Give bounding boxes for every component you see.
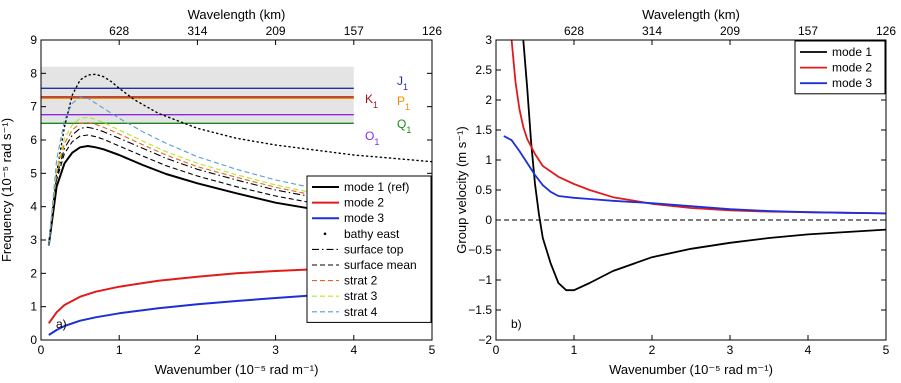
top-axis-label: Wavelength (km) bbox=[642, 7, 740, 22]
tidal-label-j1: J1 bbox=[397, 74, 408, 92]
legend-label: mode 2 bbox=[832, 61, 872, 75]
x-tick-label: 4 bbox=[350, 343, 357, 357]
x-tick-label: 0 bbox=[38, 343, 45, 357]
panel-label: a) bbox=[56, 317, 67, 331]
series-line-surface-mean bbox=[48, 134, 354, 246]
x-tick-label: 3 bbox=[727, 343, 734, 357]
series-line-strat-3 bbox=[48, 116, 354, 246]
y-tick-label: 1.5 bbox=[475, 123, 492, 137]
legend-label: strat 4 bbox=[344, 305, 378, 319]
y-tick-label: 1 bbox=[485, 153, 492, 167]
x-tick-label: 5 bbox=[883, 343, 890, 357]
top-tick-label: 157 bbox=[344, 24, 364, 38]
tidal-label-q1: Q1 bbox=[397, 117, 411, 135]
series-line-mode-2 bbox=[47, 267, 354, 324]
y-tick-label: 7 bbox=[30, 100, 37, 114]
x-axis-label: Wavenumber (10⁻⁵ rad m⁻¹) bbox=[609, 362, 773, 377]
y-tick-label: 2.5 bbox=[475, 63, 492, 77]
y-tick-label: 5 bbox=[30, 166, 37, 180]
y-tick-label: 4 bbox=[30, 200, 37, 214]
y-tick-label: 9 bbox=[30, 33, 37, 47]
top-tick-label: 126 bbox=[876, 24, 896, 38]
y-tick-label: 8 bbox=[30, 66, 37, 80]
y-tick-label: 1 bbox=[30, 300, 37, 314]
series-line-bathy-east bbox=[48, 73, 432, 246]
x-tick-label: 5 bbox=[429, 343, 436, 357]
top-tick-label: 209 bbox=[266, 24, 286, 38]
top-tick-label: 628 bbox=[109, 24, 129, 38]
y-tick-label: −1.5 bbox=[468, 303, 492, 317]
y-tick-label: 2 bbox=[485, 93, 492, 107]
panel-label: b) bbox=[511, 317, 522, 331]
x-tick-label: 1 bbox=[116, 343, 123, 357]
panel-b: 0 1 2 3 4 5 628 314 209 157 126 −2 −1.5 −1 −0.5 0 0.5 1 1.… bbox=[454, 7, 896, 377]
y-tick-label: −0.5 bbox=[468, 243, 492, 257]
x-tick-label: 0 bbox=[493, 343, 500, 357]
x-tick-label: 1 bbox=[571, 343, 578, 357]
legend-label: surface top bbox=[344, 242, 404, 256]
x-tick-label: 2 bbox=[649, 343, 656, 357]
x-axis-label: Wavenumber (10⁻⁵ rad m⁻¹) bbox=[155, 362, 319, 377]
series-line-mode-3 bbox=[503, 135, 886, 215]
x-tick-label: 2 bbox=[194, 343, 201, 357]
top-tick-label: 314 bbox=[187, 24, 207, 38]
legend-label: surface mean bbox=[344, 258, 417, 272]
top-tick-label: 209 bbox=[720, 24, 740, 38]
tidal-label-k1: K1 bbox=[365, 92, 378, 110]
y-tick-label: 2 bbox=[30, 266, 37, 280]
series-line-mode-3 bbox=[48, 292, 354, 336]
series-line-mode-1 bbox=[522, 40, 886, 292]
y-tick-label: 3 bbox=[485, 33, 492, 47]
x-tick-label: 3 bbox=[272, 343, 279, 357]
legend-label: strat 2 bbox=[344, 274, 378, 288]
series-line-strat-2 bbox=[48, 122, 354, 246]
y-tick-label: 0 bbox=[30, 333, 37, 347]
legend-label: mode 2 bbox=[344, 196, 384, 210]
tidal-frequency-band bbox=[41, 66, 354, 124]
legend-label: mode 3 bbox=[344, 211, 384, 225]
y-tick-label: 6 bbox=[30, 133, 37, 147]
legend-label: strat 3 bbox=[344, 289, 378, 303]
top-tick-label: 126 bbox=[422, 24, 442, 38]
legend-label: bathy east bbox=[344, 227, 400, 241]
y-tick-label: 0.5 bbox=[475, 183, 492, 197]
series-line-mode-1-ref- bbox=[47, 145, 354, 246]
x-tick-label: 4 bbox=[805, 343, 812, 357]
legend-label: mode 1 bbox=[832, 45, 872, 59]
tidal-label-o1: O1 bbox=[365, 129, 379, 147]
series-group bbox=[47, 73, 432, 336]
top-tick-label: 628 bbox=[564, 24, 584, 38]
panel-a: 0 1 2 3 4 5 628 314 209 157 126 0 1 2 3 4 5 6 7 8 9 Wavenumbe… bbox=[0, 7, 442, 377]
top-axis-label: Wavelength (km) bbox=[188, 7, 286, 22]
legend-label: mode 3 bbox=[832, 76, 872, 90]
series-line-strat-4 bbox=[48, 96, 432, 246]
series-group bbox=[503, 40, 886, 292]
y-axis-label: Frequency (10⁻⁵ rad s⁻¹) bbox=[0, 118, 14, 262]
plot-frame bbox=[40, 39, 433, 341]
top-tick-label: 314 bbox=[642, 24, 662, 38]
legend-label: mode 1 (ref) bbox=[344, 180, 409, 194]
y-tick-label: −2 bbox=[478, 333, 492, 347]
y-tick-label: 3 bbox=[30, 233, 37, 247]
legend-swatch bbox=[323, 232, 327, 236]
y-tick-label: −1 bbox=[478, 273, 492, 287]
y-axis-label: Group velocity (m s⁻¹) bbox=[454, 126, 469, 254]
y-tick-label: 0 bbox=[485, 213, 492, 227]
tidal-label-p1: P1 bbox=[397, 94, 410, 112]
series-line-surface-top bbox=[48, 126, 354, 246]
top-tick-label: 157 bbox=[798, 24, 818, 38]
